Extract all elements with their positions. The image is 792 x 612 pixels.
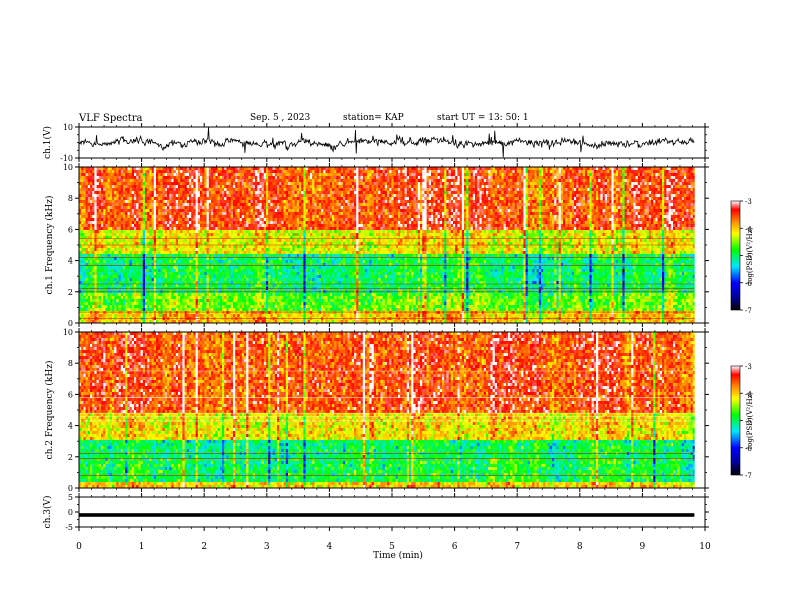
- colorbar-label: log(PSD)(V²/Hz): [746, 227, 754, 284]
- ch1-waveform-trace: [78, 126, 695, 158]
- y-tick-label: 10: [63, 163, 73, 172]
- ch1-spectrogram-image: [79, 167, 695, 324]
- y-tick-label: 4: [68, 257, 73, 266]
- y-tick-label: 6: [68, 390, 73, 399]
- colorbar-label: log(PSD)(V²/Hz): [746, 392, 754, 449]
- x-tick-label: 5: [389, 542, 395, 552]
- y-tick-label: 10: [63, 328, 73, 337]
- panel-frame: [78, 496, 706, 528]
- x-tick-label: 3: [264, 542, 270, 552]
- colorbar-tick-label: -6: [745, 280, 752, 288]
- y-axis-label: ch.3(V): [42, 496, 53, 529]
- colorbar-tick-label: -4: [745, 390, 752, 398]
- y-axis-label: ch.2 Frequency (kHz): [44, 361, 55, 460]
- y-tick-label: 2: [68, 288, 73, 297]
- x-tick-label: 8: [577, 542, 583, 552]
- y-tick-label: 4: [68, 422, 73, 431]
- colorbar-tick-label: -3: [745, 198, 752, 206]
- x-axis-label: Time (min): [373, 550, 423, 561]
- colorbar: [730, 365, 741, 476]
- x-tick-label: 6: [452, 542, 458, 552]
- y-tick-label: 10: [63, 123, 73, 132]
- x-tick-label: 2: [201, 542, 207, 552]
- y-tick-label: 8: [68, 194, 73, 203]
- colorbar-tick-label: -7: [745, 307, 752, 315]
- colorbar-tick-label: -6: [745, 445, 752, 453]
- x-tick-label: 7: [514, 542, 520, 552]
- x-tick-label: 4: [327, 542, 333, 552]
- y-tick-label: -10: [60, 154, 73, 163]
- x-tick-label: 10: [699, 542, 711, 552]
- y-tick-label: 2: [68, 453, 73, 462]
- figure-title: VLF Spectra: [79, 113, 143, 124]
- colorbar: [730, 200, 741, 311]
- y-tick-label: 0: [68, 508, 73, 517]
- x-tick-label: 1: [139, 542, 145, 552]
- colorbar-tick-label: -5: [745, 253, 752, 261]
- y-tick-label: -5: [65, 523, 73, 532]
- colorbar-tick-label: -5: [745, 418, 752, 426]
- colorbar-tick-label: -3: [745, 363, 752, 371]
- y-tick-label: 5: [68, 493, 73, 502]
- x-tick-label: 9: [640, 542, 646, 552]
- y-tick-label: 8: [68, 359, 73, 368]
- y-axis-label: ch.1 Frequency (kHz): [44, 196, 55, 295]
- date-label: Sep. 5 , 2023: [250, 113, 310, 123]
- y-axis-label: ch.1(V): [42, 126, 53, 159]
- colorbar-tick-label: -4: [745, 225, 752, 233]
- x-tick-label: 0: [76, 542, 82, 552]
- y-tick-label: 6: [68, 225, 73, 234]
- colorbar-tick-label: -7: [745, 472, 752, 480]
- y-tick-label: 0: [68, 319, 73, 328]
- station-label: station= KAP: [343, 113, 404, 123]
- y-tick-label: 0: [68, 484, 73, 493]
- ch3-waveform-band: [79, 513, 695, 517]
- ch2-spectrogram-image: [79, 332, 695, 489]
- start-time-label: start UT = 13: 50: 1: [437, 113, 529, 123]
